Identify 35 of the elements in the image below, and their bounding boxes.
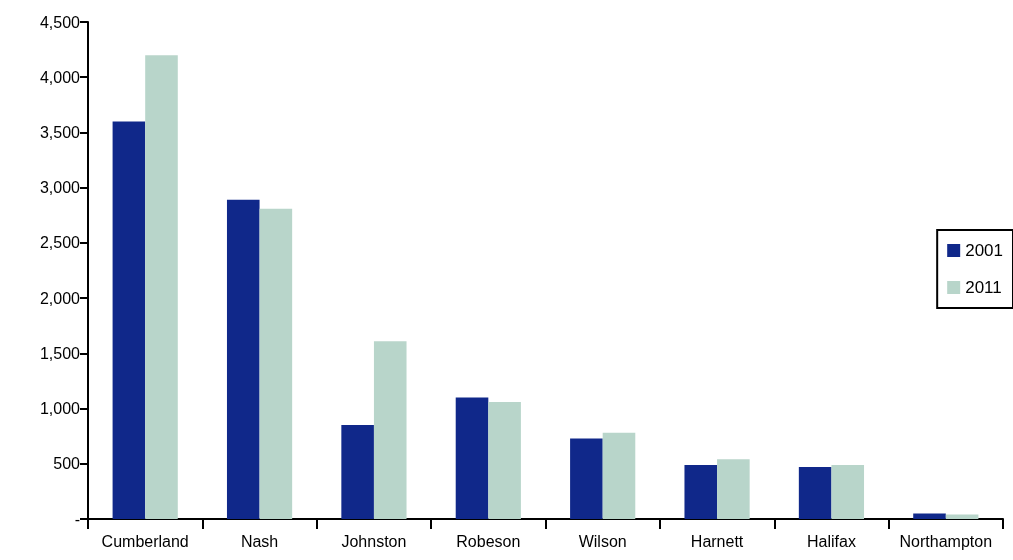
legend-label: 2011 bbox=[965, 278, 1002, 297]
bar bbox=[226, 199, 260, 519]
bar bbox=[717, 459, 750, 519]
x-tick-label: Northampton bbox=[899, 532, 993, 550]
bar bbox=[602, 432, 636, 519]
bar bbox=[831, 464, 865, 519]
x-tick-label: Wilson bbox=[578, 532, 627, 550]
bar bbox=[259, 208, 293, 519]
y-tick-label: 3,500 bbox=[39, 123, 81, 141]
bar bbox=[488, 401, 521, 519]
y-tick-label: - bbox=[74, 510, 80, 528]
bar bbox=[373, 341, 407, 519]
bar bbox=[341, 425, 374, 519]
x-tick-label: Nash bbox=[240, 532, 279, 550]
y-tick-label: 4,000 bbox=[39, 68, 81, 86]
y-tick-label: 2,000 bbox=[39, 289, 81, 307]
x-tick-label: Johnston bbox=[341, 532, 407, 550]
bar bbox=[455, 397, 489, 519]
y-tick-label: 1,000 bbox=[39, 400, 81, 418]
bar bbox=[145, 55, 178, 519]
y-tick-label: 500 bbox=[53, 455, 81, 473]
x-tick-label: Harnett bbox=[690, 532, 744, 550]
bar bbox=[913, 513, 946, 519]
bar bbox=[570, 438, 603, 519]
bar bbox=[112, 121, 146, 519]
y-tick-label: 1,500 bbox=[39, 344, 81, 362]
bar bbox=[684, 464, 718, 519]
y-tick-label: 4,500 bbox=[39, 13, 81, 31]
legend-label: 2001 bbox=[965, 241, 1004, 260]
x-tick-label: Robeson bbox=[456, 532, 521, 550]
bar bbox=[798, 467, 832, 519]
y-tick-label: 2,500 bbox=[39, 234, 81, 252]
x-tick-label: Cumberland bbox=[101, 532, 189, 550]
y-tick-label: 3,000 bbox=[39, 179, 81, 197]
x-tick-label: Halifax bbox=[806, 532, 856, 550]
